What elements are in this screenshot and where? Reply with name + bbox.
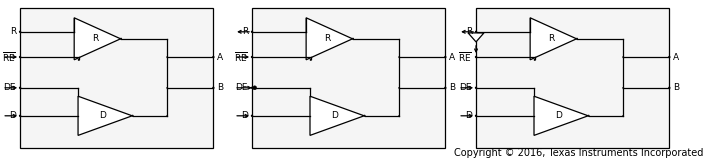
- Text: B: B: [218, 83, 223, 92]
- Circle shape: [622, 87, 623, 88]
- Text: R: R: [241, 27, 248, 36]
- Circle shape: [445, 87, 446, 88]
- Bar: [20, 8, 213, 148]
- Text: D: D: [465, 111, 472, 120]
- Circle shape: [398, 87, 399, 88]
- Text: R: R: [92, 34, 98, 43]
- Circle shape: [167, 115, 168, 116]
- Circle shape: [251, 56, 253, 58]
- Text: DE: DE: [460, 83, 472, 92]
- Text: D: D: [9, 111, 16, 120]
- Polygon shape: [78, 96, 132, 135]
- Circle shape: [132, 115, 133, 116]
- Circle shape: [475, 56, 477, 58]
- Text: B: B: [449, 83, 455, 92]
- Text: A: A: [449, 52, 455, 62]
- Polygon shape: [468, 33, 484, 42]
- Circle shape: [475, 31, 477, 32]
- Text: R: R: [324, 34, 330, 43]
- Circle shape: [475, 87, 477, 88]
- Circle shape: [445, 56, 446, 58]
- Text: A: A: [218, 52, 223, 62]
- Circle shape: [78, 59, 80, 60]
- Text: $\overline{\rm RE}$: $\overline{\rm RE}$: [458, 50, 472, 64]
- Circle shape: [251, 87, 253, 88]
- Circle shape: [534, 59, 535, 60]
- Bar: [252, 8, 446, 148]
- Circle shape: [588, 115, 589, 116]
- Circle shape: [364, 115, 365, 116]
- Text: $\overline{\rm RE}$: $\overline{\rm RE}$: [2, 50, 16, 64]
- Polygon shape: [310, 96, 364, 135]
- Circle shape: [475, 115, 477, 116]
- Text: D: D: [241, 111, 248, 120]
- Circle shape: [398, 115, 399, 116]
- Circle shape: [167, 87, 168, 88]
- Circle shape: [120, 38, 122, 39]
- Text: DE: DE: [236, 83, 248, 92]
- Text: R: R: [548, 34, 554, 43]
- Circle shape: [213, 87, 214, 88]
- Text: R: R: [10, 27, 16, 36]
- Text: R: R: [466, 27, 472, 36]
- Polygon shape: [530, 18, 577, 60]
- Circle shape: [622, 115, 623, 116]
- Text: $\overline{\rm RE}$: $\overline{\rm RE}$: [234, 50, 248, 64]
- Text: A: A: [673, 52, 679, 62]
- Text: D: D: [99, 111, 106, 120]
- Circle shape: [669, 56, 670, 58]
- Circle shape: [310, 59, 311, 60]
- Circle shape: [669, 87, 670, 88]
- Circle shape: [253, 86, 257, 90]
- Bar: [476, 8, 670, 148]
- Text: DE: DE: [4, 83, 16, 92]
- Circle shape: [251, 31, 253, 32]
- Text: Copyright © 2016, Texas Instruments Incorporated: Copyright © 2016, Texas Instruments Inco…: [453, 148, 703, 158]
- Polygon shape: [534, 96, 588, 135]
- Polygon shape: [74, 18, 120, 60]
- Text: D: D: [331, 111, 338, 120]
- Circle shape: [213, 56, 214, 58]
- Text: B: B: [673, 83, 679, 92]
- Polygon shape: [306, 18, 353, 60]
- Circle shape: [251, 115, 253, 116]
- Text: D: D: [555, 111, 562, 120]
